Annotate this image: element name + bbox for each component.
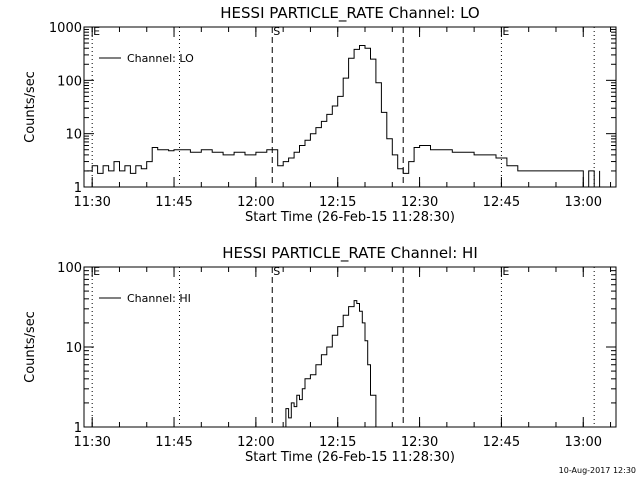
y-tick-label: 100	[57, 261, 82, 276]
chart-panel-hi: HESSI PARTICLE_RATE Channel: HI E S E 1 10 100…	[23, 244, 617, 465]
legend-label: Channel: HI	[127, 292, 191, 305]
x-tick-label: 12:00	[237, 195, 274, 210]
y-axis-label: Counts/sec	[23, 311, 38, 383]
y-axis-label: Counts/sec	[23, 71, 38, 143]
chart-panel-lo: HESSI PARTICLE_RATE Channel: LO E S E 1 10 100…	[23, 4, 617, 225]
y-tick-label: 1	[74, 181, 82, 196]
legend-label: Channel: LO	[127, 52, 194, 65]
y-tick-label: 10	[65, 341, 82, 356]
marker-label-2: S	[273, 25, 280, 38]
x-tick-label: 12:30	[401, 195, 438, 210]
x-tick-label: 11:30	[73, 435, 110, 450]
x-tick-label: 12:45	[483, 195, 520, 210]
x-tick-label: 13:00	[565, 435, 602, 450]
plot-frame	[83, 26, 617, 188]
chart-title: HESSI PARTICLE_RATE Channel: LO	[220, 4, 479, 23]
x-axis-label: Start Time (26-Feb-15 11:28:30)	[245, 210, 455, 225]
x-tick-label: 12:15	[319, 195, 356, 210]
marker-label-0: E	[93, 265, 100, 278]
y-tick-label: 1	[74, 421, 82, 436]
x-tick-label: 12:00	[237, 435, 274, 450]
y-tick-label: 100	[57, 74, 82, 89]
chart-title: HESSI PARTICLE_RATE Channel: HI	[222, 244, 478, 263]
x-tick-label: 11:30	[73, 195, 110, 210]
plot-frame	[83, 266, 617, 428]
x-tick-label: 12:45	[483, 435, 520, 450]
marker-label-0: E	[93, 25, 100, 38]
y-tick-label: 10	[65, 128, 82, 143]
x-tick-label: 11:45	[155, 435, 192, 450]
series-line-0	[86, 45, 601, 188]
x-axis-label: Start Time (26-Feb-15 11:28:30)	[245, 450, 455, 465]
marker-label-4: E	[502, 265, 509, 278]
x-tick-label: 12:30	[401, 435, 438, 450]
x-tick-label: 12:15	[319, 435, 356, 450]
footer-timestamp: 10-Aug-2017 12:30	[559, 466, 636, 475]
marker-label-2: S	[273, 265, 280, 278]
x-tick-label: 13:00	[565, 195, 602, 210]
y-tick-label: 1000	[49, 21, 82, 36]
marker-label-4: E	[502, 25, 509, 38]
x-tick-label: 11:45	[155, 195, 192, 210]
series-line-0	[283, 300, 377, 428]
